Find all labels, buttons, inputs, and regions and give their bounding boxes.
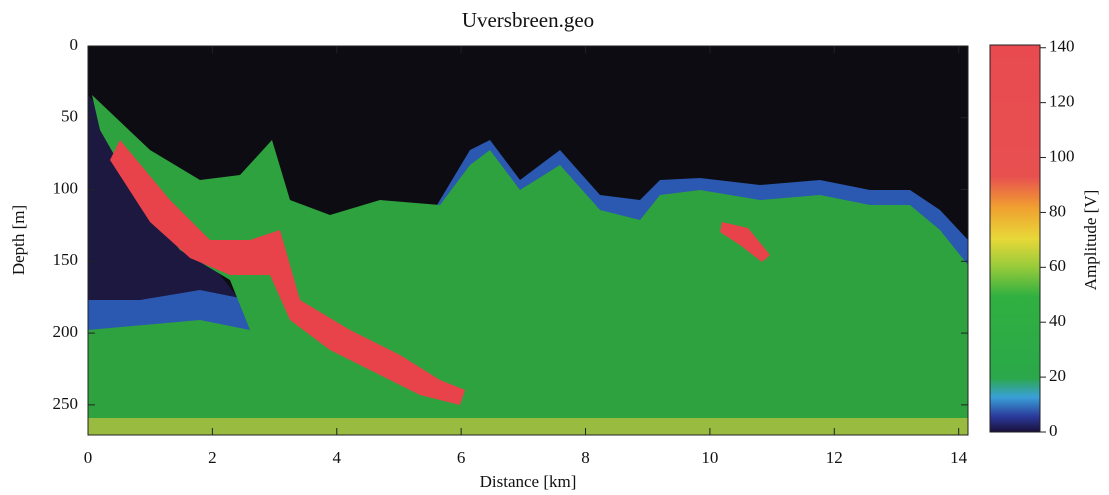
plot-frame <box>87 45 969 436</box>
y-tick-label: 250 <box>53 394 79 413</box>
colorbar-label: Amplitude [V] <box>1081 190 1100 291</box>
colorbar-tick-label: 100 <box>1049 146 1075 165</box>
y-axis-label: Depth [m] <box>9 205 28 275</box>
colorbar-tick-label: 60 <box>1049 256 1066 275</box>
x-tick-label: 0 <box>84 448 93 467</box>
colorbar-tick-label: 120 <box>1049 92 1075 111</box>
x-tick-label: 8 <box>581 448 590 467</box>
colorbar <box>989 44 1041 433</box>
y-tick-label: 150 <box>53 250 79 269</box>
colorbar-tick-label: 140 <box>1049 37 1075 56</box>
heatmap-image <box>88 46 968 435</box>
x-tick-label: 14 <box>950 448 968 467</box>
x-tick-label: 6 <box>457 448 466 467</box>
colorbar-tick-label: 80 <box>1049 201 1066 220</box>
colorbar-tick-label: 20 <box>1049 366 1066 385</box>
colorbar-tick-label: 0 <box>1049 421 1058 440</box>
x-tick-label: 2 <box>208 448 217 467</box>
x-tick-label: 10 <box>701 448 718 467</box>
x-tick-label: 4 <box>333 448 342 467</box>
chart-title: Uversbreen.geo <box>462 8 594 32</box>
x-tick-label: 12 <box>826 448 843 467</box>
y-tick-label: 0 <box>70 35 79 54</box>
colorbar-tick-label: 40 <box>1049 311 1066 330</box>
y-tick-label: 50 <box>61 107 78 126</box>
y-tick-label: 200 <box>53 322 79 341</box>
x-axis-label: Distance [km] <box>480 472 577 491</box>
y-tick-label: 100 <box>53 178 79 197</box>
